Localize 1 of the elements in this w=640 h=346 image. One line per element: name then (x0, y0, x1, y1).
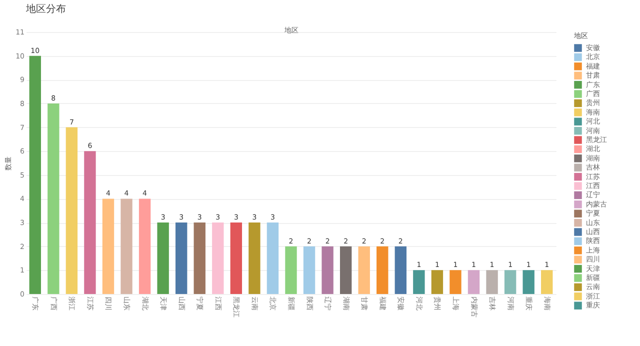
chart-title: 地区分布 (25, 3, 66, 15)
